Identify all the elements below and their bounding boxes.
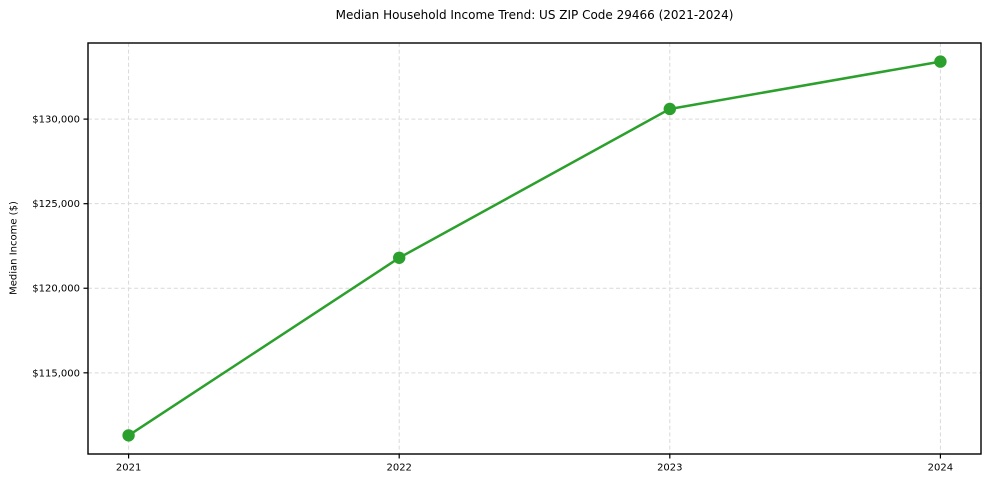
y-tick-label: $120,000 bbox=[32, 284, 80, 295]
data-point-marker bbox=[392, 251, 406, 265]
x-tick-label: 2023 bbox=[657, 463, 682, 474]
data-point-marker bbox=[122, 429, 135, 442]
y-tick-label: $125,000 bbox=[32, 199, 80, 210]
x-tick-label: 2024 bbox=[928, 463, 953, 474]
x-tick-label: 2022 bbox=[386, 463, 411, 474]
data-point-marker bbox=[934, 55, 947, 68]
x-tick-label: 2021 bbox=[116, 463, 141, 474]
plot-border bbox=[87, 42, 982, 455]
y-tick-label: $130,000 bbox=[32, 115, 80, 126]
y-tick-label: $115,000 bbox=[32, 368, 80, 379]
chart-title: Median Household Income Trend: US ZIP Co… bbox=[335, 8, 734, 22]
data-point-marker bbox=[663, 102, 677, 116]
trend-line bbox=[127, 60, 942, 437]
